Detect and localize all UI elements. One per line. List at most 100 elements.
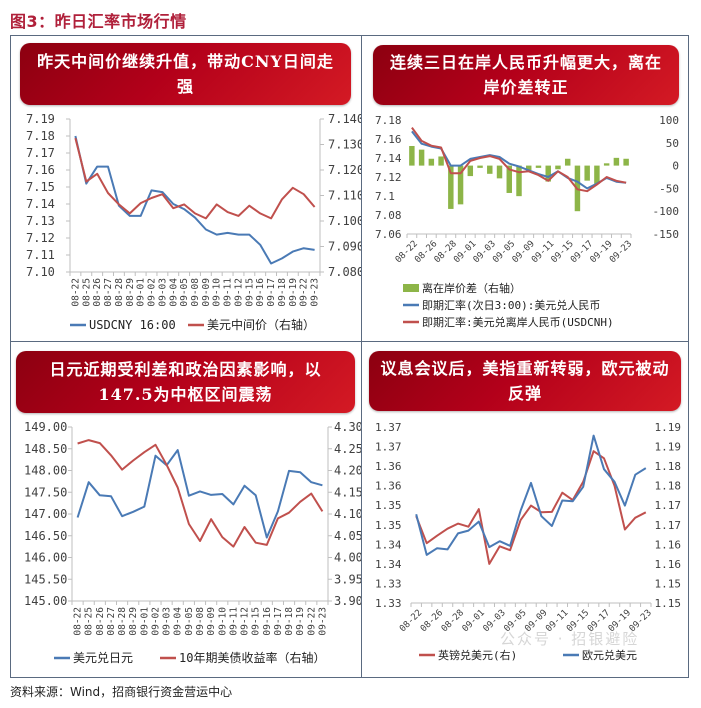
x-tick-label: 08-28: [117, 607, 128, 636]
spread-bar: [477, 165, 483, 168]
y-right-tick-label: 100: [659, 114, 679, 127]
y-right-tick-label: 1.16: [655, 538, 682, 551]
y-left-tick-label: 7.1: [375, 190, 395, 203]
x-tick-label: 08-27: [103, 278, 114, 307]
chart-usdcny-midpoint: 7.19 7.18 7.17 7.16 7.15 7.14 7.13 7.12 7.11 7.10…: [26, 112, 361, 332]
y-right-tick-label: -50: [659, 182, 679, 195]
legend-item: 欧元兑美元: [563, 648, 637, 662]
legend-label: 即期汇率(次日3:00):美元兑人民币: [422, 298, 600, 312]
y-left-tick-label: 1.35: [375, 519, 402, 532]
x-tick-label: 08-29: [128, 607, 139, 636]
chart-grid-frame: [10, 35, 689, 678]
y-left-tick-label: 7.06: [375, 228, 402, 241]
y-right-tick-label: 4.30: [334, 420, 361, 434]
x-tick-label: 09-03: [157, 278, 168, 307]
x-tick-label: 09-11: [544, 608, 570, 634]
x-tick-label: 09-11: [228, 607, 239, 636]
spread-bar: [467, 165, 474, 177]
y-right-tick-label: 7.140: [328, 112, 361, 126]
legend-item: 美元兑日元: [54, 651, 133, 665]
y-right-tick-label: 7.110: [328, 189, 361, 203]
x-tick-label: 09-22: [306, 607, 317, 636]
y-left-tick-label: 7.16: [375, 133, 402, 146]
series-line: [74, 135, 315, 265]
y-left-tick-label: 148.50: [24, 442, 67, 456]
y-right-tick-label: 4.10: [334, 507, 361, 521]
x-tick-label: 09-23: [310, 278, 321, 307]
x-tick-label: 09-05: [502, 608, 528, 634]
y-left-tick-label: 1.34: [375, 538, 402, 551]
x-tick-label: 08-25: [81, 278, 92, 307]
x-tick-label: 09-12: [240, 607, 251, 636]
legend-label: 美元中间价（右轴）: [207, 317, 315, 332]
y-left-tick-label: 1.34: [375, 558, 402, 571]
spread-bar: [603, 163, 610, 166]
legend-label: 欧元兑美元: [582, 648, 637, 662]
x-tick-label: 09-01: [461, 608, 487, 634]
x-tick-label: 09-04: [168, 278, 179, 307]
spread-bar: [564, 158, 571, 166]
y-left-tick-label: 7.12: [26, 231, 55, 245]
legend-item: 离在岸价差（右轴）: [403, 281, 521, 295]
legend-item: 英镑兑美元(右): [419, 648, 517, 662]
x-tick-label: 09-15: [565, 608, 591, 634]
panel-banner: 日元近期受利差和政治因素影响，以147.5为中枢区间震荡: [16, 351, 355, 413]
spread-bar: [409, 145, 415, 166]
spread-bar: [487, 165, 493, 174]
spread-bar: [613, 157, 620, 166]
spread-bar: [594, 165, 600, 184]
y-right-tick-label: 1.15: [655, 597, 682, 610]
y-left-tick-label: 1.36: [375, 460, 402, 473]
y-right-tick-label: 3.95: [334, 572, 361, 586]
y-right-tick-label: 1.18: [655, 480, 682, 493]
figure-title: 图3：昨日汇率市场行情: [10, 12, 187, 31]
y-right-tick-label: 1.16: [655, 558, 682, 571]
y-left-tick-label: 7.18: [26, 129, 55, 143]
y-left-tick-label: 7.15: [26, 180, 55, 194]
chart-cnh-onshore-spread: 7.18 7.16 7.14 7.12 7.1 7.08 7.06 100 50 0 -50 -100…: [375, 114, 679, 329]
y-right-tick-label: 4.20: [334, 464, 361, 478]
x-tick-label: 09-03: [162, 607, 173, 636]
y-right-tick-label: 7.080: [328, 265, 361, 279]
x-tick-label: 09-03: [482, 608, 508, 634]
x-tick-label: 09-15: [244, 278, 255, 307]
x-tick-label: 09-12: [233, 278, 244, 307]
x-tick-label: 09-16: [255, 278, 266, 307]
x-tick-label: 08-29: [125, 278, 136, 307]
source-note: 资料来源：Wind，招商银行资金营运中心: [10, 685, 233, 699]
x-tick-label: 09-16: [262, 607, 273, 636]
panel-banner: 连续三日在岸人民币升幅更大，离在岸价差转正: [373, 45, 679, 105]
x-tick-label: 08-22: [73, 607, 84, 636]
spread-bar: [448, 165, 454, 209]
panel-cnh-spread: 连续三日在岸人民币升幅更大，离在岸价差转正 7.18 7.16 7.14 7.12 7.…: [361, 35, 689, 341]
y-right-tick-label: 3.90: [334, 594, 361, 608]
y-right-tick-label: 1.17: [655, 499, 682, 512]
y-left-tick-label: 147.00: [24, 507, 67, 521]
spread-bar: [428, 158, 435, 166]
y-left-tick-label: 7.17: [26, 146, 55, 160]
y-right-tick-label: 4.05: [334, 529, 361, 543]
x-tick-label: 09-01: [139, 607, 150, 636]
x-tick-label: 09-09: [201, 278, 212, 307]
x-tick-label: 09-10: [217, 607, 228, 636]
y-left-tick-label: 147.50: [24, 485, 67, 499]
y-right-tick-label: 0: [672, 160, 679, 173]
series-line: [77, 439, 324, 548]
x-tick-label: 08-22: [70, 278, 81, 307]
y-left-tick-label: 7.08: [375, 209, 402, 222]
chart-gbpusd-eurusd: 1.37 1.37 1.36 1.36 1.35 1.35 1.34 1.34 1.33 1.33…: [375, 421, 682, 662]
y-left-tick-label: 1.37: [375, 421, 402, 434]
x-tick-label: 09-22: [299, 278, 310, 307]
y-left-tick-label: 1.33: [375, 597, 402, 610]
y-left-tick-label: 7.11: [26, 248, 55, 262]
spread-bar: [496, 165, 503, 179]
spread-bar: [535, 165, 542, 168]
x-tick-label: 09-09: [206, 607, 217, 636]
x-tick-label: 08-26: [95, 607, 106, 636]
spread-bar: [555, 165, 561, 170]
panel-banner: 议息会议后，美指重新转弱，欧元被动反弹: [369, 351, 681, 411]
spread-bar: [516, 165, 522, 197]
y-right-tick-label: 1.18: [655, 460, 682, 473]
x-tick-label: 08-22: [398, 608, 424, 634]
legend-item: 美元中间价（右轴）: [188, 317, 315, 332]
